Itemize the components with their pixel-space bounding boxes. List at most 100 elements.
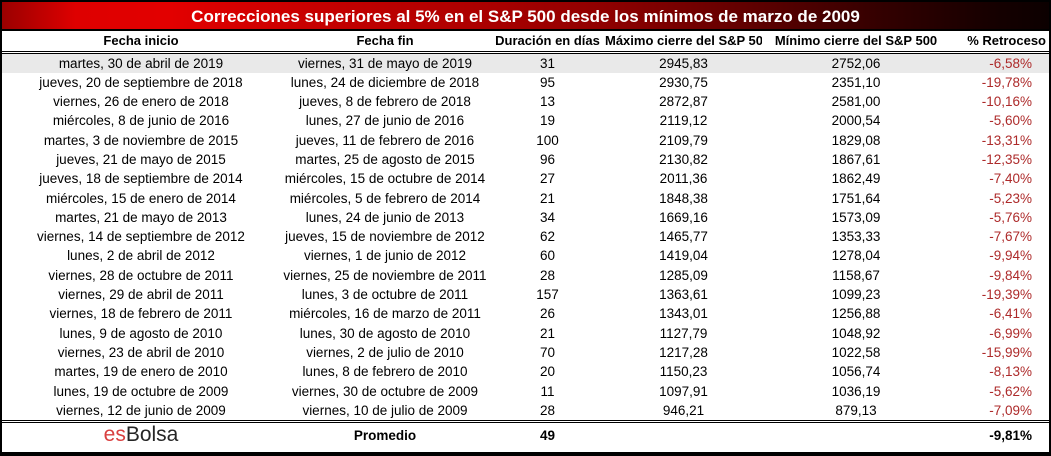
cell-maximo-cierre: 2930,75	[659, 74, 708, 90]
cell-minimo-cierre: 1751,64	[831, 190, 881, 206]
cell-retroceso: -7,09%	[989, 402, 1032, 418]
table-footer: esBolsa Promedio 49 -9,81%	[2, 420, 1049, 448]
cell-fecha-fin: viernes, 2 de julio de 2010	[306, 344, 464, 360]
cell-minimo-cierre: 1056,74	[831, 364, 881, 380]
corrections-table: Fecha inicio Fecha fin Duración en días …	[2, 31, 1049, 448]
cell-retroceso: -5,62%	[989, 383, 1032, 399]
esbolsa-logo-bolsa: Bolsa	[125, 423, 179, 447]
cell-fecha-fin: martes, 25 de agosto de 2015	[295, 151, 475, 167]
cell-minimo-cierre: 1256,88	[831, 306, 881, 322]
cell-fecha-inicio: lunes, 19 de octubre de 2009	[53, 383, 229, 399]
table-body: martes, 30 de abril de 2019 viernes, 31 d…	[2, 52, 1049, 422]
cell-minimo-cierre: 1862,49	[831, 171, 881, 187]
header-minimo-cierre: Mínimo cierre del S&P 500	[762, 31, 950, 54]
cell-retroceso: -8,13%	[989, 364, 1032, 380]
cell-duracion-dias: 70	[539, 344, 556, 360]
cell-fecha-fin: lunes, 24 de junio de 2013	[305, 209, 465, 225]
table-row: viernes, 12 de junio de 2009 viernes, 10 …	[2, 401, 1049, 422]
cell-minimo-cierre: 2351,10	[831, 74, 881, 90]
cell-fecha-inicio: martes, 30 de abril de 2019	[2, 52, 280, 73]
cell-maximo-cierre: 1285,09	[659, 267, 708, 283]
cell-fecha-fin: lunes, 27 de junio de 2016	[305, 113, 465, 129]
table-row: viernes, 29 de abril de 2011 lunes, 3 de …	[2, 285, 1049, 304]
table-row: martes, 19 de enero de 2010 lunes, 8 de f…	[2, 362, 1049, 381]
cell-fecha-inicio: lunes, 9 de agosto de 2010	[59, 325, 223, 341]
header-fecha-fin: Fecha fin	[280, 31, 490, 54]
cell-duracion-dias: 60	[539, 248, 556, 264]
cell-duracion-dias: 21	[539, 325, 556, 341]
cell-fecha-inicio: viernes, 14 de septiembre de 2012	[37, 229, 245, 245]
cell-fecha-inicio: martes, 21 de mayo de 2013	[55, 209, 227, 225]
cell-duracion-dias: 28	[539, 267, 556, 283]
cell-maximo-cierre: 2130,82	[659, 151, 708, 167]
cell-retroceso: -5,76%	[989, 209, 1032, 225]
table-row: jueves, 20 de septiembre de 2018 lunes, 2…	[2, 73, 1049, 92]
cell-maximo-cierre: 2945,83	[605, 52, 762, 73]
header-row: Fecha inicio Fecha fin Duración en días …	[2, 31, 1049, 54]
cell-fecha-inicio: viernes, 23 de abril de 2010	[57, 344, 225, 360]
cell-retroceso: -15,99%	[981, 344, 1032, 360]
table-row: jueves, 18 de septiembre de 2014 miércole…	[2, 169, 1049, 188]
table-row: miércoles, 15 de enero de 2014 miércoles,…	[2, 189, 1049, 208]
table-row: lunes, 2 de abril de 2012 viernes, 1 de j…	[2, 246, 1049, 265]
cell-retroceso: -5,60%	[989, 113, 1032, 129]
cell-maximo-cierre: 1419,04	[659, 248, 708, 264]
cell-minimo-cierre: 2000,54	[831, 113, 881, 129]
cell-fecha-fin: miércoles, 16 de marzo de 2011	[289, 306, 481, 322]
table-header: Fecha inicio Fecha fin Duración en días …	[2, 31, 1049, 54]
cell-fecha-inicio: miércoles, 15 de enero de 2014	[46, 190, 236, 206]
cell-duracion-dias: 31	[490, 52, 605, 73]
cell-duracion-dias: 62	[539, 229, 556, 245]
cell-retroceso: -13,31%	[981, 132, 1032, 148]
cell-maximo-cierre: 1127,79	[659, 325, 708, 341]
table-row: viernes, 28 de octubre de 2011 viernes, 2…	[2, 266, 1049, 285]
cell-retroceso: -10,16%	[981, 94, 1032, 110]
footer-empty-maximo	[605, 420, 762, 448]
cell-fecha-fin: lunes, 3 de octubre de 2011	[301, 287, 469, 303]
cell-duracion-dias: 95	[539, 74, 556, 90]
cell-minimo-cierre: 1099,23	[831, 287, 881, 303]
cell-fecha-fin: miércoles, 15 de octubre de 2014	[284, 171, 486, 187]
cell-fecha-inicio: viernes, 28 de octubre de 2011	[48, 267, 234, 283]
table-row: viernes, 23 de abril de 2010 viernes, 2 d…	[2, 343, 1049, 362]
table-row: martes, 3 de noviembre de 2015 jueves, 11…	[2, 131, 1049, 150]
cell-fecha-fin: lunes, 30 de agosto de 2010	[299, 325, 471, 341]
cell-minimo-cierre: 1158,67	[832, 267, 880, 283]
cell-minimo-cierre: 1048,92	[831, 325, 881, 341]
cell-fecha-fin: jueves, 11 de febrero de 2016	[295, 132, 475, 148]
cell-retroceso: -7,67%	[989, 229, 1032, 245]
cell-fecha-inicio: jueves, 18 de septiembre de 2014	[39, 171, 243, 187]
table-row: viernes, 14 de septiembre de 2012 jueves,…	[2, 227, 1049, 246]
table-row: martes, 21 de mayo de 2013 lunes, 24 de j…	[2, 208, 1049, 227]
footer-promedio-label: Promedio	[280, 420, 490, 448]
cell-fecha-fin: lunes, 24 de diciembre de 2018	[290, 74, 480, 90]
cell-retroceso: -5,23%	[989, 190, 1032, 206]
cell-minimo-cierre: 1022,58	[831, 344, 881, 360]
footer-promedio-duracion: 49	[490, 420, 605, 448]
cell-duracion-dias: 26	[539, 306, 556, 322]
cell-fecha-inicio: jueves, 20 de septiembre de 2018	[39, 74, 243, 90]
cell-maximo-cierre: 1097,91	[659, 383, 708, 399]
cell-fecha-inicio: lunes, 2 de abril de 2012	[67, 248, 215, 264]
esbolsa-logo: esBolsa	[2, 420, 280, 448]
cell-fecha-inicio: viernes, 18 de febrero de 2011	[49, 306, 233, 322]
cell-retroceso: -9,84%	[989, 267, 1032, 283]
cell-retroceso: -19,78%	[981, 74, 1032, 90]
cell-maximo-cierre: 1669,16	[659, 209, 708, 225]
cell-duracion-dias: 21	[539, 190, 556, 206]
cell-minimo-cierre: 1278,04	[831, 248, 881, 264]
cell-fecha-inicio: viernes, 12 de junio de 2009	[56, 402, 226, 418]
cell-fecha-fin: viernes, 25 de noviembre de 2011	[283, 267, 487, 283]
cell-fecha-inicio: martes, 19 de enero de 2010	[54, 364, 228, 380]
esbolsa-logo-es: es	[103, 423, 126, 447]
cell-maximo-cierre: 2872,87	[659, 94, 708, 110]
cell-duracion-dias: 157	[536, 287, 559, 303]
cell-duracion-dias: 13	[539, 94, 556, 110]
cell-retroceso: -6,99%	[989, 325, 1032, 341]
cell-maximo-cierre: 2109,79	[659, 132, 708, 148]
cell-fecha-fin: lunes, 8 de febrero de 2010	[302, 364, 468, 380]
cell-fecha-fin: jueves, 15 de noviembre de 2012	[285, 229, 485, 245]
table-row: lunes, 19 de octubre de 2009 viernes, 30 …	[2, 382, 1049, 401]
cell-duracion-dias: 96	[539, 151, 556, 167]
